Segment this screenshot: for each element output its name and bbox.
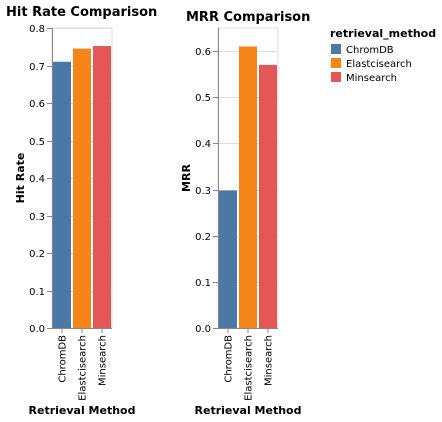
hit-rate-y-axis-title: Hit Rate xyxy=(14,153,27,204)
mrr-x-tick-label: Minsearch xyxy=(264,335,275,386)
hit-rate-y-tick-label: 0.8 xyxy=(29,24,45,35)
hit-rate-y-tick-label: 0.2 xyxy=(29,249,45,260)
mrr-x-axis-title: Retrieval Method xyxy=(195,404,302,417)
legend-label: ChromDB xyxy=(346,45,394,56)
hit-rate-chart: Hit Rate Comparison 0.00.10.20.30.40.50.… xyxy=(6,5,157,417)
mrr-chart: MRR Comparison 0.0 0.1 0.2 0.3 0.4 0.5 0.6 Chr… xyxy=(180,10,310,417)
hit-rate-y-axis: 0.0 0.1 0.2 0.3 0.4 0.5 0.6 0.7 0.8 xyxy=(29,24,53,335)
legend-items: ChromDB Elastcisearch Minsearch xyxy=(331,44,412,84)
mrr-x-axis: ChromDB Elastcisearch Minsearch xyxy=(218,328,278,401)
hit-rate-x-axis-title: Retrieval Method xyxy=(29,404,136,417)
mrr-y-tick-label: 0.6 xyxy=(195,47,211,58)
legend: retrieval_method ChromDB Elastcisearch Min… xyxy=(330,27,436,84)
hit-rate-y-tick-label: 0.7 xyxy=(29,62,45,73)
mrr-chart-title: MRR Comparison xyxy=(186,10,310,25)
mrr-y-tick-label: 0.2 xyxy=(195,232,211,243)
mrr-y-axis: 0.0 0.1 0.2 0.3 0.4 0.5 0.6 xyxy=(195,28,219,335)
hit-rate-y-tick-label: 0.3 xyxy=(29,212,45,223)
mrr-bar-chromdb xyxy=(219,190,237,328)
mrr-y-tick-label: 0.5 xyxy=(195,93,211,104)
mrr-bars xyxy=(219,46,277,328)
hit-rate-y-tick-label: 0.5 xyxy=(29,137,45,148)
mrr-y-tick-label: 0.4 xyxy=(195,139,211,150)
legend-title: retrieval_method xyxy=(330,27,436,40)
hit-rate-x-tick-label: Minsearch xyxy=(98,335,109,386)
hit-rate-y-tick-label: 0.1 xyxy=(29,287,45,298)
hit-rate-x-tick-label: ChromDB xyxy=(58,335,69,383)
mrr-bar-minsearch xyxy=(259,64,277,328)
hit-rate-bar-minsearch xyxy=(93,46,111,328)
hit-rate-bar-elastcisearch xyxy=(73,48,91,328)
legend-swatch xyxy=(331,44,341,54)
hit-rate-bar-chromdb xyxy=(53,61,71,328)
mrr-y-tick-label: 0.1 xyxy=(195,278,211,289)
legend-swatch xyxy=(331,72,341,82)
legend-label: Elastcisearch xyxy=(346,59,412,70)
mrr-y-tick-label: 0.3 xyxy=(195,186,211,197)
mrr-x-tick-label: ChromDB xyxy=(224,335,235,383)
hit-rate-x-tick-label: Elastcisearch xyxy=(78,335,89,401)
hit-rate-y-tick-label: 0.4 xyxy=(29,174,45,185)
mrr-y-tick-label: 0.0 xyxy=(195,324,211,335)
mrr-x-tick-label: Elastcisearch xyxy=(244,335,255,401)
mrr-y-axis-title: MRR xyxy=(180,164,193,192)
hit-rate-y-tick-label: 0.0 xyxy=(29,324,45,335)
hit-rate-x-axis: ChromDB Elastcisearch Minsearch xyxy=(52,328,112,401)
hit-rate-y-tick-label: 0.6 xyxy=(29,99,45,110)
mrr-bar-elastcisearch xyxy=(239,46,257,328)
hit-rate-chart-title: Hit Rate Comparison xyxy=(6,5,157,20)
legend-swatch xyxy=(331,58,341,68)
hit-rate-bars xyxy=(53,46,111,328)
legend-label: Minsearch xyxy=(346,73,397,84)
